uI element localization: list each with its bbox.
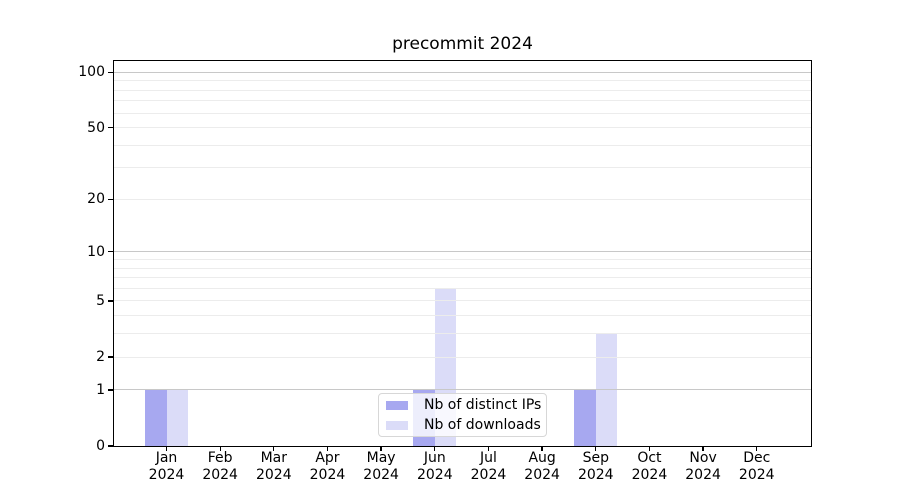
x-tick-mark xyxy=(219,447,221,451)
x-tick-mark xyxy=(273,447,275,451)
minor-gridline xyxy=(114,198,811,200)
legend-item: Nb of downloads xyxy=(386,415,546,435)
y-tick-mark xyxy=(108,198,114,201)
x-tick-month: Nov xyxy=(689,450,717,466)
x-tick-label: Oct 2024 xyxy=(617,450,681,483)
x-tick-label: Jun 2024 xyxy=(403,450,467,483)
x-tick-mark xyxy=(326,447,329,451)
x-tick-year: 2024 xyxy=(202,466,238,483)
x-tick-label: Feb 2024 xyxy=(188,450,252,483)
y-tick-label: 50 xyxy=(87,119,105,136)
x-tick-label: Sep 2024 xyxy=(564,450,628,483)
x-tick-year: 2024 xyxy=(738,466,775,483)
minor-gridline xyxy=(114,127,811,129)
minor-gridline xyxy=(114,89,811,91)
x-tick-label: Jan 2024 xyxy=(135,450,199,483)
minor-gridline xyxy=(114,258,811,260)
bar-downloads-jan xyxy=(166,389,188,446)
x-tick-month: Apr xyxy=(315,450,340,466)
x-tick-month: Jan xyxy=(155,450,178,466)
y-tick-mark xyxy=(108,356,114,358)
minor-gridline xyxy=(114,80,811,82)
minor-gridline xyxy=(114,287,811,289)
minor-gridline xyxy=(114,144,811,146)
minor-gridline xyxy=(114,100,811,102)
x-tick-month: Mar xyxy=(260,450,288,466)
y-tick-label: 1 xyxy=(96,381,105,398)
x-tick-year: 2024 xyxy=(148,466,185,483)
y-tick-mark xyxy=(108,126,114,129)
y-tick-mark xyxy=(108,71,114,73)
x-tick-year: 2024 xyxy=(309,466,346,483)
x-tick-month: Feb xyxy=(207,450,233,466)
x-tick-mark xyxy=(487,447,490,451)
y-tick-label: 2 xyxy=(96,349,105,365)
legend: Nb of distinct IPs Nb of downloads xyxy=(378,393,547,437)
x-tick-mark xyxy=(648,447,651,451)
x-tick-year: 2024 xyxy=(524,466,560,483)
x-tick-mark xyxy=(702,447,704,451)
minor-gridline xyxy=(114,315,811,317)
y-tick-label: 10 xyxy=(87,243,105,260)
x-tick-mark xyxy=(541,447,543,451)
y-tick-mark xyxy=(108,445,114,447)
y-tick-label: 5 xyxy=(96,292,105,309)
bar-distinct-ips-sep xyxy=(574,389,596,446)
minor-gridline xyxy=(114,277,811,279)
x-tick-month: Dec xyxy=(743,450,771,466)
x-tick-label: Jul 2024 xyxy=(456,450,520,483)
plot-area xyxy=(113,60,812,447)
x-tick-year: 2024 xyxy=(470,466,507,483)
minor-gridline xyxy=(114,300,811,302)
legend-label: Nb of distinct IPs xyxy=(424,397,542,413)
major-gridline xyxy=(114,251,811,253)
x-tick-year: 2024 xyxy=(416,466,453,483)
legend-swatch-icon xyxy=(386,400,408,410)
legend-label: Nb of downloads xyxy=(424,417,541,433)
minor-gridline xyxy=(114,167,811,169)
major-gridline xyxy=(114,389,811,391)
x-tick-mark xyxy=(380,447,382,451)
y-tick-label: 20 xyxy=(87,191,105,208)
x-tick-mark xyxy=(595,447,597,451)
legend-item: Nb of distinct IPs xyxy=(386,395,546,415)
chart-title: precommit 2024 xyxy=(392,34,533,54)
x-tick-mark xyxy=(756,447,758,451)
x-tick-month: Jun xyxy=(423,450,446,466)
x-tick-label: Mar 2024 xyxy=(242,450,306,483)
minor-gridline xyxy=(114,333,811,335)
x-tick-mark xyxy=(165,447,168,451)
x-tick-year: 2024 xyxy=(255,466,292,483)
x-tick-label: Apr 2024 xyxy=(295,450,359,483)
y-tick-label: 0 xyxy=(96,438,105,454)
x-tick-year: 2024 xyxy=(685,466,721,483)
legend-swatch-icon xyxy=(386,420,408,430)
minor-gridline xyxy=(114,267,811,269)
y-tick-mark xyxy=(108,300,114,302)
x-tick-month: Sep xyxy=(582,450,609,466)
x-tick-month: Jul xyxy=(480,450,497,466)
x-tick-mark xyxy=(434,447,436,451)
y-tick-label: 100 xyxy=(78,64,105,81)
y-tick-mark xyxy=(108,251,114,253)
x-tick-label: May 2024 xyxy=(349,450,413,483)
major-gridline xyxy=(114,71,811,73)
x-tick-year: 2024 xyxy=(631,466,668,483)
minor-gridline xyxy=(114,112,811,114)
x-tick-month: Aug xyxy=(528,450,556,466)
x-tick-month: May xyxy=(366,450,396,466)
x-tick-month: Oct xyxy=(637,450,662,466)
minor-gridline xyxy=(114,356,811,358)
x-tick-label: Dec 2024 xyxy=(725,450,789,483)
x-tick-label: Nov 2024 xyxy=(671,450,735,483)
x-tick-label: Aug 2024 xyxy=(510,450,574,483)
y-tick-mark xyxy=(108,389,114,391)
bar-distinct-ips-jan xyxy=(145,389,167,446)
x-tick-year: 2024 xyxy=(363,466,399,483)
x-tick-year: 2024 xyxy=(577,466,614,483)
